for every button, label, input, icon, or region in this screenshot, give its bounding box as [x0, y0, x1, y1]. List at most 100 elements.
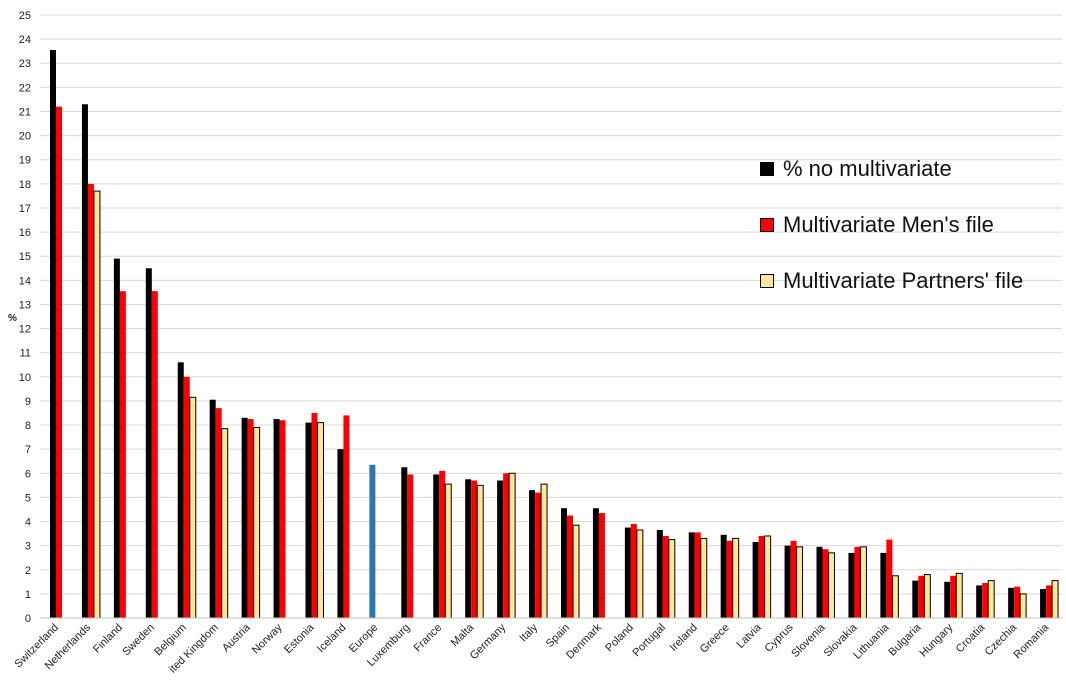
bar-spain-s2 [572, 524, 580, 619]
bar-slovenia-s1 [822, 549, 829, 618]
bar-spain-s0 [561, 508, 567, 618]
bar-croatia-s0 [976, 585, 983, 618]
bar-romania-s2 [1051, 580, 1059, 619]
legend-label: Multivariate Men's file [783, 212, 994, 237]
bar-bulgaria-s1 [918, 575, 925, 618]
y-tick-label: 13 [19, 299, 31, 311]
bar-ireland-s1 [694, 532, 701, 618]
bar-luxemburg-s1 [407, 474, 414, 618]
bar-germany-s0 [497, 480, 504, 618]
bar-slovakia-s2 [859, 546, 867, 619]
x-tick-label: Portugal [630, 622, 667, 659]
bar-luxemburg-s0 [401, 467, 408, 618]
x-tick-label: Italy [517, 621, 540, 644]
bar-poland-s2 [636, 529, 644, 619]
bar-czechia-s2 [1019, 593, 1027, 619]
y-tick-label: 16 [19, 227, 31, 239]
bar-belgium-s1 [183, 376, 190, 618]
bar-switzerland-s1 [56, 106, 62, 618]
legend: % no multivariate Multivariate Men's fil… [760, 155, 1060, 323]
x-tick-label: Iceland [315, 622, 349, 656]
y-tick-label: 12 [19, 324, 31, 336]
bar-europe-s0 [369, 464, 376, 618]
bar-lithuania-s1 [886, 539, 893, 618]
y-tick-label: 0 [25, 613, 31, 625]
bar-slovakia-s0 [848, 552, 855, 618]
y-tick-label: 11 [20, 348, 31, 360]
y-tick-label: 19 [19, 155, 31, 167]
bar-austria-s1 [247, 419, 254, 618]
bar-cyprus-s2 [796, 546, 804, 619]
bar-greece-s0 [720, 534, 727, 618]
x-tick-label: Latvia [735, 621, 765, 651]
bar-italy-s0 [529, 490, 536, 618]
bar-germany-s1 [503, 473, 510, 618]
bar-belgium-s0 [177, 362, 184, 618]
bar-norway-s1 [279, 420, 286, 618]
y-tick-label: 25 [19, 10, 31, 22]
bar-germany-s2 [508, 472, 516, 619]
bar-slovakia-s1 [854, 546, 861, 618]
bar-bulgaria-s2 [923, 574, 931, 619]
bar-lithuania-s0 [880, 552, 887, 618]
legend-label: % no multivariate [783, 156, 952, 181]
x-tick-label: Slovenia [789, 621, 828, 660]
bar-romania-s1 [1046, 585, 1053, 618]
bar-hungary-s0 [944, 581, 951, 618]
bar-netherlands-s1 [87, 183, 94, 618]
bar-iceland-s0 [337, 449, 344, 618]
y-tick-label: 21 [19, 106, 31, 118]
bar-latvia-s1 [758, 535, 765, 618]
bar-malta-s2 [476, 484, 484, 619]
y-tick-label: 9 [25, 396, 31, 408]
y-tick-label: 18 [19, 179, 31, 191]
bar-united-kingdom-s2 [221, 428, 229, 619]
bar-ireland-s2 [700, 537, 708, 619]
bar-estonia-s0 [305, 422, 312, 618]
bar-czechia-s0 [1008, 587, 1015, 618]
bar-france-s2 [444, 483, 452, 619]
x-tick-label: Sweden [120, 622, 157, 659]
y-tick-label: 24 [19, 34, 31, 46]
bar-austria-s2 [253, 426, 261, 619]
bar-poland-s0 [624, 527, 631, 618]
x-tick-label: Romania [1012, 621, 1052, 661]
y-tick-label: 17 [19, 203, 31, 215]
bar-cyprus-s1 [790, 540, 797, 618]
y-tick-label: 4 [25, 517, 31, 529]
bar-switzerland-s0 [50, 49, 56, 618]
bar-denmark-s0 [592, 508, 599, 618]
legend-item-men-file: Multivariate Men's file [760, 211, 1060, 239]
y-tick-label: 10 [19, 372, 31, 384]
bar-norway-s0 [273, 419, 280, 618]
x-tick-label: Estonia [282, 621, 317, 656]
bar-finland-s0 [113, 258, 120, 618]
legend-swatch [760, 274, 774, 288]
bar-france-s1 [439, 470, 446, 618]
bar-romania-s0 [1040, 589, 1047, 618]
bar-netherlands-s0 [81, 104, 88, 618]
bar-denmark-s1 [598, 513, 605, 618]
x-tick-label: Lithuania [851, 621, 892, 662]
bar-lithuania-s2 [891, 575, 899, 619]
bar-spain-s1 [567, 515, 573, 618]
bar-slovenia-s2 [828, 552, 835, 619]
bar-united-kingdom-s0 [209, 399, 216, 618]
y-tick-label: 20 [19, 131, 31, 143]
bar-france-s0 [433, 474, 440, 618]
bar-portugal-s0 [656, 529, 663, 618]
bar-hungary-s1 [950, 575, 957, 618]
y-tick-label: 3 [25, 541, 31, 553]
x-tick-label: Denmark [564, 621, 604, 661]
y-axis-label: % [8, 313, 17, 324]
bar-czechia-s1 [1014, 586, 1021, 618]
legend-swatch [760, 218, 774, 232]
bar-cyprus-s0 [784, 545, 791, 618]
y-tick-label: 2 [25, 565, 31, 577]
bar-hungary-s2 [955, 572, 963, 619]
y-tick-label: 14 [19, 275, 31, 287]
bar-bulgaria-s0 [912, 580, 919, 618]
y-tick-label: 6 [25, 468, 31, 480]
bar-estonia-s2 [317, 422, 324, 619]
x-tick-label: France [412, 622, 445, 655]
